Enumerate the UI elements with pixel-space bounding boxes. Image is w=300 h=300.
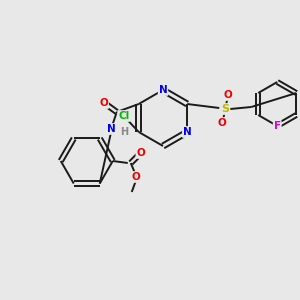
Text: O: O	[218, 118, 226, 128]
Text: O: O	[224, 90, 233, 100]
Text: N: N	[183, 127, 192, 137]
Text: H: H	[120, 127, 128, 137]
Text: N: N	[107, 124, 116, 134]
Text: O: O	[136, 148, 145, 158]
Text: Cl: Cl	[118, 111, 129, 121]
Text: O: O	[131, 172, 140, 182]
Text: F: F	[274, 121, 281, 131]
Text: S: S	[221, 104, 229, 114]
Text: N: N	[159, 85, 167, 95]
Text: O: O	[99, 98, 108, 108]
